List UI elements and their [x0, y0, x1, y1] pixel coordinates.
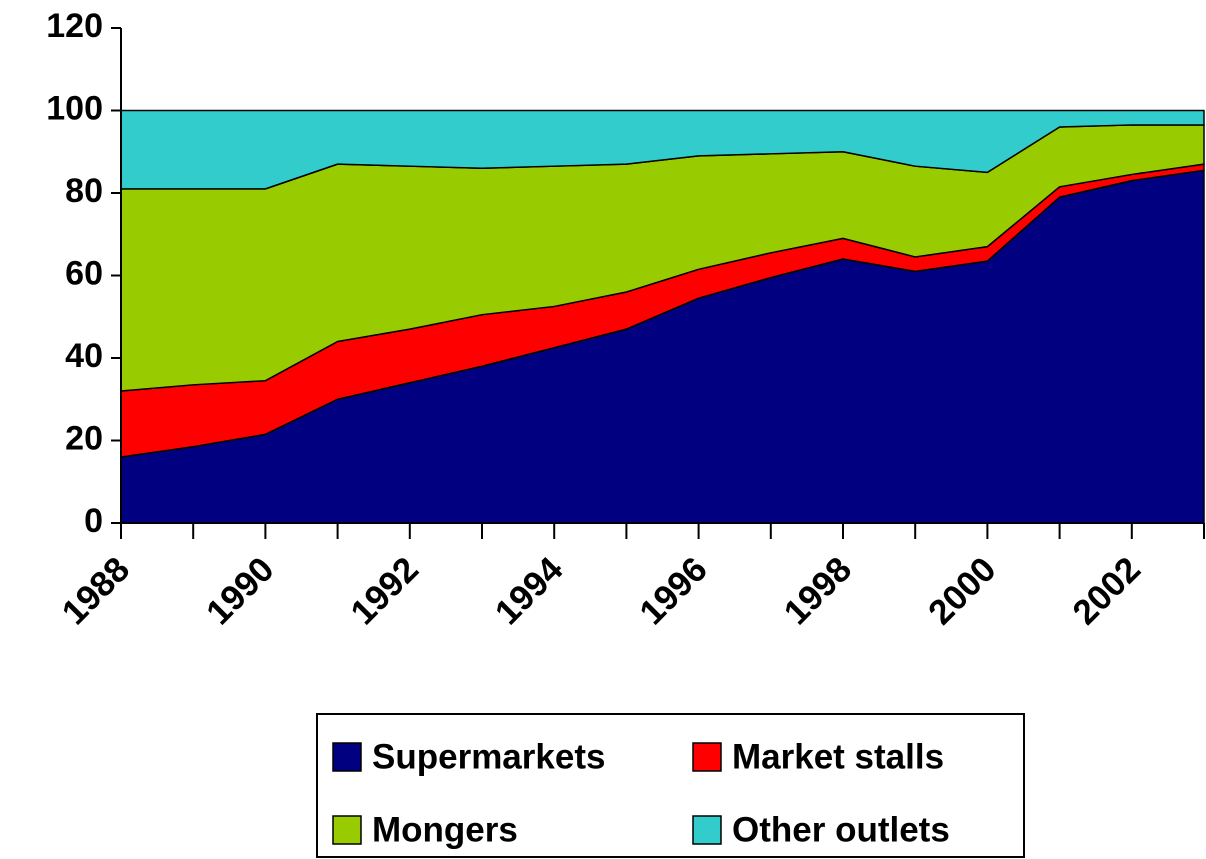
x-tick-label: 2002: [1065, 550, 1148, 633]
x-tick-label: 1990: [199, 550, 282, 633]
legend-swatch: [692, 742, 722, 772]
legend-swatch: [332, 742, 362, 772]
y-tick-label: 40: [65, 337, 103, 375]
legend-swatch: [692, 815, 722, 845]
plot-area: [120, 109, 1205, 524]
y-tick-label: 20: [65, 419, 103, 457]
y-tick-label: 100: [46, 89, 103, 127]
y-tick-label: 80: [65, 172, 103, 210]
x-tick-label: 1992: [343, 550, 426, 633]
x-tick-label: 1996: [632, 550, 715, 633]
legend-label: Mongers: [372, 810, 518, 849]
area: [120, 109, 1205, 190]
x-tick-label: 1988: [55, 550, 138, 633]
y-tick-label: 60: [65, 254, 103, 292]
legend-swatch: [332, 815, 362, 845]
y-tick-label: 0: [84, 502, 103, 540]
legend-label: Market stalls: [732, 737, 944, 776]
legend-label: Other outlets: [732, 810, 950, 849]
x-tick-label: 1998: [777, 550, 860, 633]
legend-label: Supermarkets: [372, 737, 605, 776]
legend-box: [316, 713, 1025, 858]
x-tick-label: 1994: [488, 549, 571, 632]
y-tick-label: 120: [46, 7, 103, 45]
x-tick-label: 2000: [921, 550, 1004, 633]
